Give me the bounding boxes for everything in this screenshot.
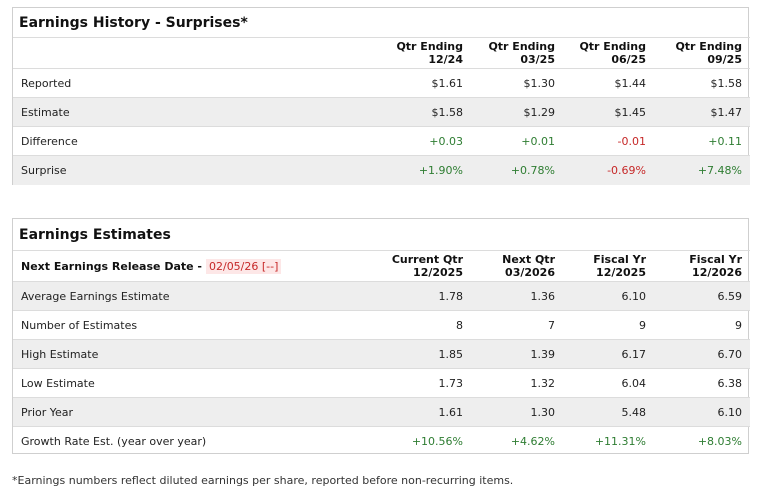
cell-value: +0.03	[429, 134, 463, 148]
cell-value: 6.17	[621, 347, 647, 361]
cell-value: +0.78%	[510, 163, 555, 177]
estimates-row-prior-year: Prior Year 1.61 1.30 5.48 6.10	[13, 397, 750, 427]
cell-value: $1.29	[523, 105, 556, 119]
cell-value: 1.30	[530, 405, 556, 419]
estimates-col-header: Current Qtr 12/2025	[391, 253, 463, 279]
cell-value: 6.38	[717, 376, 743, 390]
estimates-col-header: Fiscal Yr 12/2026	[689, 253, 742, 279]
cell-value: +7.48%	[697, 163, 742, 177]
row-label: Number of Estimates	[21, 318, 138, 332]
cell-value: -0.69%	[607, 163, 646, 177]
row-label: Difference	[21, 134, 78, 148]
row-label: Growth Rate Est. (year over year)	[21, 434, 207, 448]
cell-value: $1.44	[614, 76, 647, 90]
row-label: Reported	[21, 76, 72, 90]
next-release-label: Next Earnings Release Date -02/05/26 [--…	[13, 251, 358, 282]
cell-value: +4.62%	[510, 434, 555, 448]
earnings-estimates-panel: Earnings Estimates Next Earnings Release…	[12, 218, 750, 456]
cell-value: 7	[548, 318, 555, 332]
row-label: High Estimate	[21, 347, 99, 361]
surprises-title: Earnings History - Surprises*	[19, 14, 248, 31]
cell-value: -0.01	[617, 134, 646, 148]
estimates-row-average: Average Earnings Estimate 1.78 1.36 6.10…	[13, 281, 750, 311]
surprises-header-row: Qtr Ending 12/24 Qtr Ending 03/25 Qtr Endi…	[13, 37, 750, 69]
row-label: Surprise	[21, 163, 67, 177]
estimates-row-low: Low Estimate 1.73 1.32 6.04 6.38	[13, 368, 750, 398]
surprises-col-header: Qtr Ending 09/25	[675, 40, 742, 66]
cell-value: 1.61	[438, 405, 464, 419]
cell-value: $1.58	[710, 76, 743, 90]
row-label: Low Estimate	[21, 376, 95, 390]
cell-value: $1.47	[710, 105, 743, 119]
cell-value: +0.11	[708, 134, 742, 148]
cell-value: +8.03%	[697, 434, 742, 448]
cell-value: 6.10	[717, 405, 743, 419]
surprises-row-reported: Reported $1.61 $1.30 $1.44 $1.58	[13, 68, 750, 98]
cell-value: 9	[735, 318, 742, 332]
cell-value: $1.45	[614, 105, 647, 119]
surprises-row-difference: Difference +0.03 +0.01 -0.01 +0.11	[13, 126, 750, 156]
surprises-col-header: Qtr Ending 06/25	[579, 40, 646, 66]
cell-value: 8	[456, 318, 463, 332]
surprises-row-surprise: Surprise +1.90% +0.78% -0.69% +7.48%	[13, 155, 750, 185]
estimates-row-high: High Estimate 1.85 1.39 6.17 6.70	[13, 339, 750, 369]
estimates-col-header: Next Qtr 03/2026	[502, 253, 555, 279]
cell-value: +10.56%	[411, 434, 463, 448]
cell-value: 1.78	[438, 289, 464, 303]
next-release-date[interactable]: 02/05/26 [--]	[205, 258, 282, 274]
footnote: *Earnings numbers reflect diluted earnin…	[12, 474, 514, 487]
surprises-table: Qtr Ending 12/24 Qtr Ending 03/25 Qtr Endi…	[13, 37, 750, 185]
cell-value: 6.59	[717, 289, 743, 303]
cell-value: 1.85	[438, 347, 464, 361]
surprises-col-header: Qtr Ending 12/24	[396, 40, 463, 66]
estimates-title: Earnings Estimates	[19, 226, 171, 243]
cell-value: 5.48	[621, 405, 647, 419]
cell-value: 1.36	[530, 289, 556, 303]
cell-value: +11.31%	[594, 434, 646, 448]
cell-value: $1.58	[431, 105, 464, 119]
surprises-row-estimate: Estimate $1.58 $1.29 $1.45 $1.47	[13, 97, 750, 127]
cell-value: 6.70	[717, 347, 743, 361]
earnings-surprises-panel: Earnings History - Surprises* Qtr Ending…	[12, 7, 750, 185]
cell-value: 1.32	[530, 376, 556, 390]
estimates-table: Next Earnings Release Date -02/05/26 [--…	[13, 250, 750, 456]
cell-value: 9	[639, 318, 646, 332]
surprises-col-header: Qtr Ending 03/25	[488, 40, 555, 66]
row-label: Prior Year	[21, 405, 74, 419]
estimates-row-growth: Growth Rate Est. (year over year) +10.56…	[13, 426, 750, 456]
cell-value: +0.01	[521, 134, 555, 148]
cell-value: 6.10	[621, 289, 647, 303]
surprises-header-blank	[13, 38, 358, 69]
cell-value: 6.04	[621, 376, 647, 390]
row-label: Estimate	[21, 105, 70, 119]
estimates-col-header: Fiscal Yr 12/2025	[593, 253, 646, 279]
estimates-row-count: Number of Estimates 8 7 9 9	[13, 310, 750, 340]
cell-value: $1.30	[523, 76, 556, 90]
row-label: Average Earnings Estimate	[21, 289, 170, 303]
cell-value: $1.61	[431, 76, 464, 90]
cell-value: 1.39	[530, 347, 556, 361]
cell-value: +1.90%	[418, 163, 463, 177]
cell-value: 1.73	[438, 376, 464, 390]
estimates-header-row: Next Earnings Release Date -02/05/26 [--…	[13, 250, 750, 282]
